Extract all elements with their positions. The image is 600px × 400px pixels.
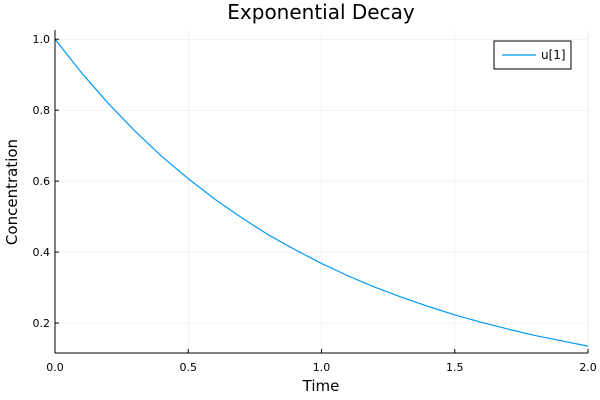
y-tick-label: 0.2 <box>33 317 51 330</box>
x-ticks: 0.0 0.5 1.0 1.5 2.0 <box>46 349 597 374</box>
legend: u[1] <box>493 40 572 70</box>
x-tick-label: 0.5 <box>180 361 198 374</box>
x-tick-label: 1.0 <box>313 361 331 374</box>
series-line-u1 <box>54 38 589 347</box>
y-ticks: 0.2 0.4 0.6 0.8 1.0 <box>33 33 59 330</box>
y-tick-label: 1.0 <box>33 33 51 46</box>
series-layer <box>54 38 589 347</box>
legend-label-u1: u[1] <box>541 48 566 62</box>
y-tick-label: 0.4 <box>33 246 51 259</box>
x-tick-label: 2.0 <box>579 361 597 374</box>
x-axis-label: Time <box>302 377 340 395</box>
x-tick-label: 1.5 <box>446 361 464 374</box>
y-tick-label: 0.6 <box>33 175 51 188</box>
y-axis-label: Concentration <box>3 139 21 245</box>
y-tick-label: 0.8 <box>33 104 51 117</box>
grid <box>54 30 589 353</box>
x-tick-label: 0.0 <box>46 361 64 374</box>
chart-title: Exponential Decay <box>227 0 415 24</box>
